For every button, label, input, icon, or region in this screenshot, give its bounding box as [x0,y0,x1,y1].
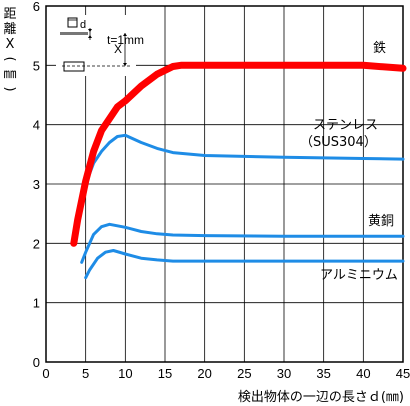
series-label-stainless-grade: （SUS304） [300,135,377,150]
y-tick-label: 4 [33,118,40,133]
x-tick-label: 20 [197,366,211,381]
x-tick-label: 0 [42,366,49,381]
x-tick-label: 10 [118,366,132,381]
d-label: d [80,19,86,31]
series-label-iron: 鉄 [373,41,386,56]
y-axis-label-char: 距 [3,7,16,22]
y-tick-label: 5 [33,58,40,73]
x-axis-label: 検出物体の一辺の長さｄ(㎜) [238,390,404,405]
y-axis-label-char: ㎜ [3,67,16,82]
x-tick-label: 45 [396,366,410,381]
x-arrow-head-top [123,33,127,36]
plot-frame [45,5,404,363]
y-tick-label: 1 [33,296,40,311]
series-label-aluminum: アルミニウム [320,268,398,283]
series-line-brass [80,222,405,264]
x-tick-label: 30 [277,366,291,381]
x-tick-label: 40 [356,366,370,381]
series-label-stainless: ステンレス [313,118,378,133]
series-label-brass: 黄銅 [368,214,394,229]
target-plate [60,32,88,35]
y-axis-label-char: 離 [3,22,16,37]
target-square [67,17,78,28]
x-arrow-head-bottom [123,63,127,66]
x-tick-label: 25 [237,366,251,381]
series-line-iron [70,61,407,247]
sensor-body [63,61,85,72]
x-tick-label: 5 [82,366,89,381]
inset-diagram: d t=1mm X [56,15,144,76]
y-axis-label-char: ) [2,86,17,91]
x-dim-label: X [114,42,122,56]
y-axis-label-char: X [6,37,15,52]
y-axis-label-char: ( [2,56,17,61]
y-tick-label: 0 [33,355,40,370]
x-tick-label: 15 [158,366,172,381]
t-arrow-head-top [88,29,92,32]
y-tick-label: 6 [33,0,40,14]
series-line-aluminum [84,249,405,280]
series-group [70,61,407,280]
t-label: t=1mm [107,33,144,47]
t-arrow-head-bottom [88,35,92,38]
y-tick-label: 3 [33,177,40,192]
x-tick-label: 35 [316,366,330,381]
y-tick-label: 2 [33,236,40,251]
y-axis-label: 距離X ( ㎜) [2,7,17,92]
